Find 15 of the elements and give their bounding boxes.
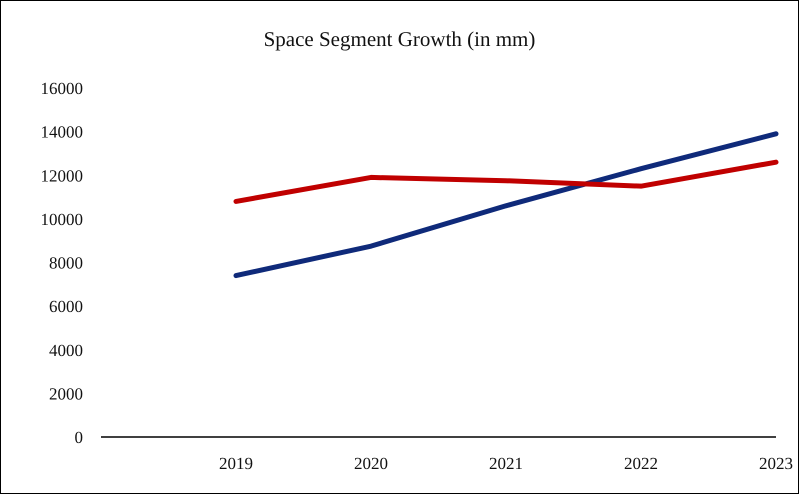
x-tick-label: 2022 [624,454,658,474]
y-tick-label: 0 [74,428,83,448]
y-tick-label: 6000 [49,297,83,316]
y-tick-label: 8000 [49,254,83,273]
x-tick-label: 2020 [354,454,388,474]
x-tick-label: 2019 [219,454,253,474]
chart-title: Space Segment Growth (in mm) [262,27,536,52]
y-tick-label: 10000 [40,210,83,229]
y-tick-label: 14000 [40,122,83,142]
y-tick-label: 12000 [40,166,83,186]
x-tick-label: 2023 [759,454,793,474]
y-tick-label: 16000 [40,79,83,98]
y-tick-label: 4000 [49,340,83,360]
y-tick-label: 2000 [49,384,83,404]
x-tick-label: 2021 [489,454,523,474]
